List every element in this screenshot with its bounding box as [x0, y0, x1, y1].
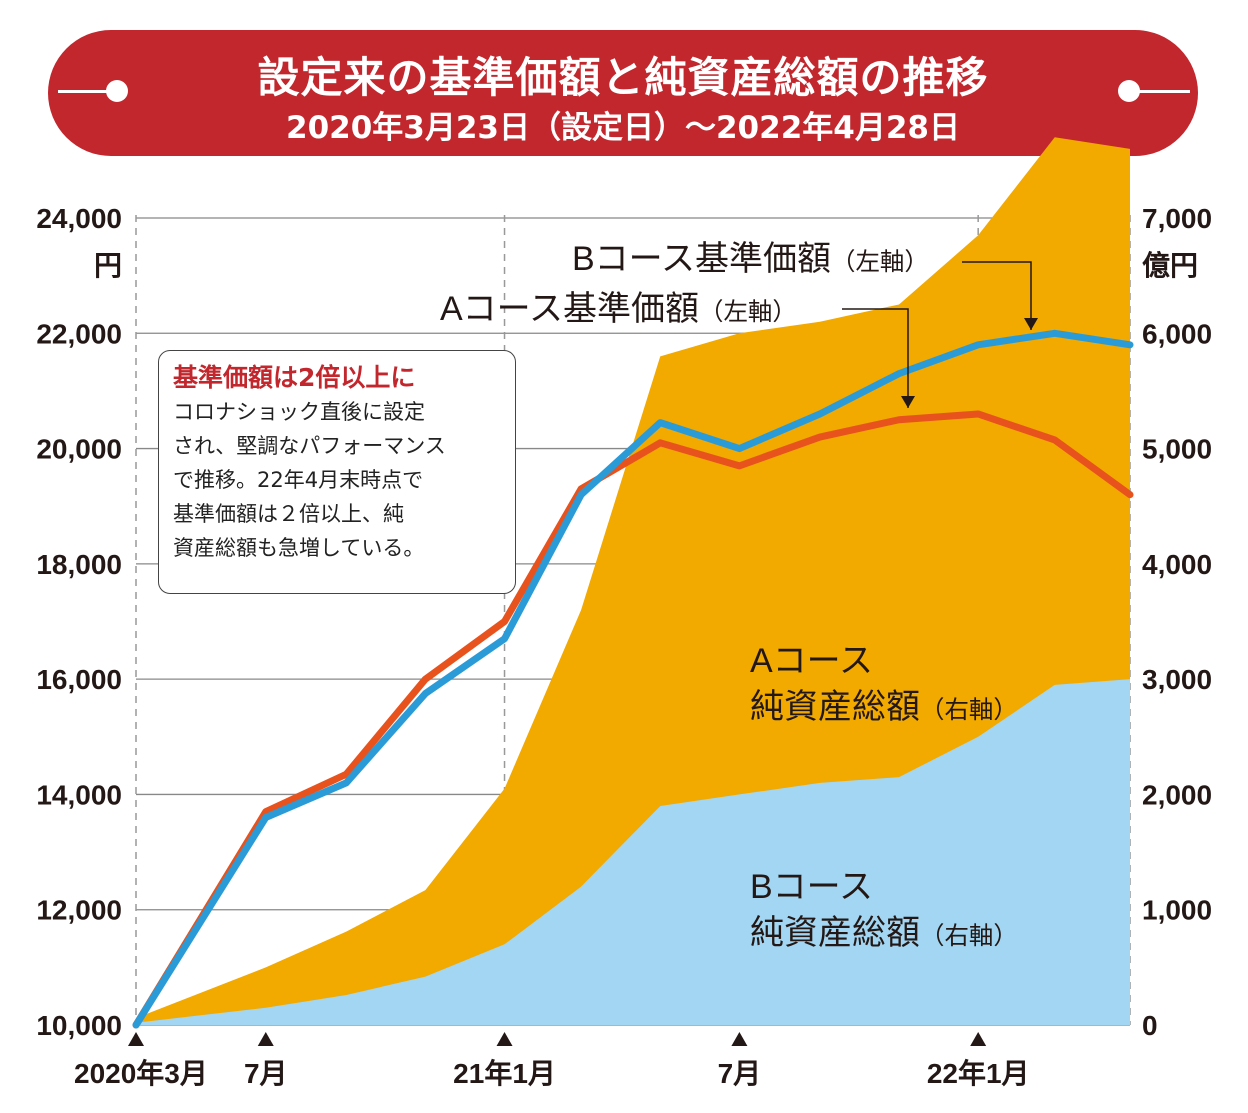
b-course-aum-label: Bコース — [750, 868, 873, 906]
left-axis-unit: 円 — [94, 250, 122, 281]
a-course-aum-label: Aコース — [750, 642, 873, 680]
b-course-nav-label: Bコース基準価額（左軸） — [572, 240, 929, 278]
a-course-leader-arrow-icon — [901, 396, 915, 408]
annotation-body: コロナショック直後に設定 され、堅調なパフォーマンス で推移。22年4月末時点で… — [173, 400, 446, 560]
a-course-nav-label: Aコース基準価額（左軸） — [440, 290, 797, 328]
x-tick-marker-icon — [496, 1032, 513, 1046]
left-axis-tick-label: 24,000 — [36, 203, 122, 234]
right-axis-tick-label: 1,000 — [1142, 895, 1212, 926]
a-course-aum-label-2: 純資産総額（右軸） — [750, 688, 1018, 726]
x-axis-tick-label: 22年1月 — [927, 1057, 1030, 1089]
chart-title: 設定来の基準価額と純資産総額の推移 — [257, 53, 989, 102]
chart-subtitle: 2020年3月23日（設定日）～2022年4月28日 — [286, 110, 960, 146]
x-tick-marker-icon — [970, 1032, 987, 1046]
x-axis-tick-label: 7月 — [718, 1058, 762, 1089]
x-axis-tick-label: 21年1月 — [453, 1057, 556, 1089]
x-tick-marker-icon — [257, 1032, 274, 1046]
left-axis-tick-label: 14,000 — [36, 779, 122, 810]
x-axis-tick-label: 7月 — [244, 1058, 288, 1089]
left-pin-icon — [106, 80, 128, 102]
b-course-aum-label-2: 純資産総額（右軸） — [750, 914, 1018, 952]
x-tick-marker-icon — [128, 1032, 144, 1046]
b-course-nav-line — [132, 329, 1134, 1029]
right-axis-tick-label: 6,000 — [1142, 318, 1212, 349]
right-pin-icon — [1118, 80, 1140, 102]
b-course-aum-area — [136, 679, 1130, 1025]
right-axis-tick-label: 5,000 — [1142, 434, 1212, 465]
a-course-nav-line — [132, 410, 1134, 1029]
left-axis-tick-label: 16,000 — [36, 664, 122, 695]
right-axis-tick-label: 3,000 — [1142, 664, 1212, 695]
b-course-leader-arrow-icon — [1024, 318, 1038, 330]
right-axis-tick-label: 2,000 — [1142, 779, 1212, 810]
b-course-leader — [962, 261, 1032, 330]
title-banner: 設定来の基準価額と純資産総額の推移 2020年3月23日（設定日）～2022年4… — [48, 30, 1198, 156]
left-axis-tick-label: 18,000 — [36, 549, 122, 580]
right-axis-tick-label: 0 — [1142, 1010, 1158, 1041]
left-axis-tick-label: 20,000 — [36, 434, 122, 465]
annotation-title: 基準価額は2倍以上に — [173, 363, 416, 392]
annotation-box: 基準価額は2倍以上に コロナショック直後に設定 され、堅調なパフォーマンス で推… — [158, 350, 516, 594]
left-pin-line — [58, 90, 118, 93]
left-axis-tick-label: 10,000 — [36, 1010, 122, 1041]
left-axis-tick-label: 12,000 — [36, 895, 122, 926]
right-axis-tick-label: 4,000 — [1142, 549, 1212, 580]
a-course-leader — [842, 308, 909, 408]
right-axis-unit: 億円 — [1142, 250, 1198, 281]
right-pin-line — [1130, 90, 1190, 93]
left-axis-tick-label: 22,000 — [36, 318, 122, 349]
right-axis-tick-label: 7,000 — [1142, 203, 1212, 234]
x-axis-tick-label: 2020年3月 — [74, 1057, 208, 1089]
x-tick-marker-icon — [731, 1032, 748, 1046]
